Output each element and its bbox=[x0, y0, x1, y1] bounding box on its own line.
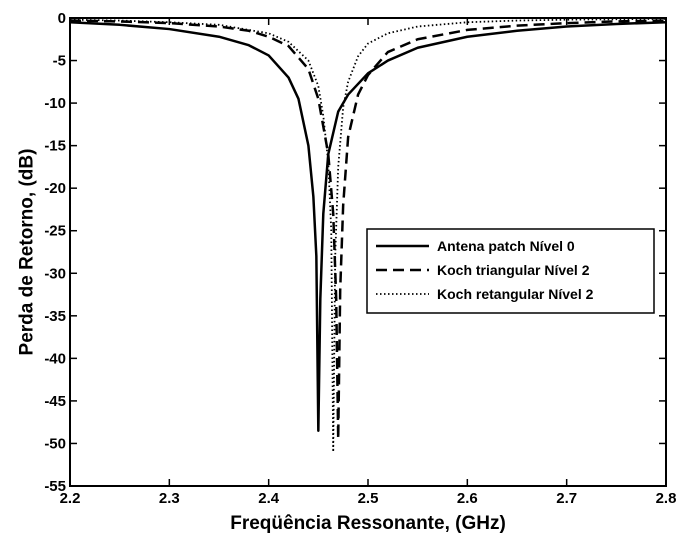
x-tick-label: 2.8 bbox=[656, 490, 677, 507]
y-tick-label: -25 bbox=[44, 223, 66, 240]
x-axis-title: Freqüência Ressonante, (GHz) bbox=[230, 513, 506, 534]
y-tick-label: -20 bbox=[44, 180, 66, 197]
x-tick-label: 2.4 bbox=[258, 490, 280, 507]
y-tick-label: -15 bbox=[44, 138, 66, 155]
legend: Antena patch Nível 0 Koch triangular Níve… bbox=[366, 228, 655, 314]
legend-label-2: Koch triangular Nível 2 bbox=[437, 262, 590, 278]
x-tick-label: 2.3 bbox=[159, 490, 180, 507]
y-tick-label: 0 bbox=[58, 10, 66, 27]
y-tick-label: -10 bbox=[44, 95, 66, 112]
y-tick-label: -35 bbox=[44, 308, 66, 325]
y-tick-label: -50 bbox=[44, 435, 66, 452]
x-tick-label: 2.7 bbox=[556, 490, 577, 507]
legend-label-3: Koch retangular Nível 2 bbox=[437, 286, 594, 302]
x-tick-label: 2.5 bbox=[358, 490, 379, 507]
series-line-1 bbox=[69, 21, 667, 432]
x-tick-label: 2.6 bbox=[457, 490, 478, 507]
legend-items: Antena patch Nível 0 Koch triangular Níve… bbox=[376, 238, 594, 302]
y-tick-label: -30 bbox=[44, 265, 66, 282]
y-tick-label: -45 bbox=[44, 393, 66, 410]
legend-label-1: Antena patch Nível 0 bbox=[437, 238, 575, 254]
x-tick-label: 2.2 bbox=[60, 490, 81, 507]
series-layer bbox=[69, 17, 667, 453]
y-tick-label: -55 bbox=[44, 478, 66, 495]
y-tick-label: -5 bbox=[53, 53, 66, 70]
series-line-2 bbox=[69, 19, 667, 441]
ticks-layer: 2.2 2.3 2.4 2.5 2.6 2.7 2.8 0 -5 -10 -15 -20 -25 -30 -… bbox=[44, 10, 676, 507]
y-tick-label: -40 bbox=[44, 350, 66, 367]
y-axis-title: Perda de Retorno, (dB) bbox=[17, 149, 38, 356]
